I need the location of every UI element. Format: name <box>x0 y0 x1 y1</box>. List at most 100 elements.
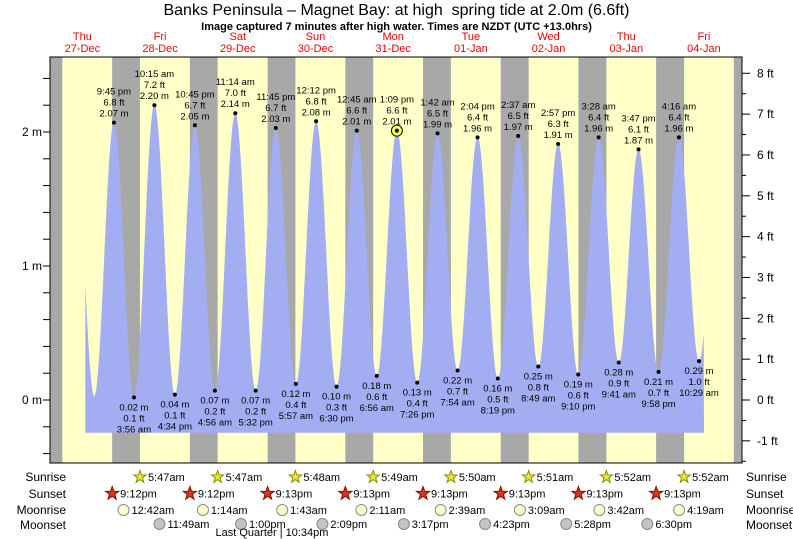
sunset-icon <box>104 484 121 501</box>
sunset-icon <box>181 484 198 501</box>
moonrise-time: 1:14am <box>211 505 248 517</box>
day-label-date: 29-Dec <box>220 43 256 55</box>
day-label-date: 03-Jan <box>609 43 643 55</box>
tide-extreme-dot <box>536 364 541 369</box>
day-label-date: 28-Dec <box>142 43 178 55</box>
low-tide-label: 0.5 ft <box>487 395 508 406</box>
tide-extreme-dot <box>131 395 136 400</box>
sunrise-icon <box>676 468 692 484</box>
moonrise-icon <box>593 504 606 516</box>
low-tide-label: 0.19 m <box>564 380 593 391</box>
moonrise-time: 2:39am <box>449 505 486 517</box>
right-axis-label: 6 ft <box>757 148 774 162</box>
day-label-dow: Thu <box>617 31 636 43</box>
day-label-dow: Mon <box>382 31 403 43</box>
day-label-dow: Thu <box>73 31 92 43</box>
sunrise-time: 5:52am <box>692 472 729 484</box>
moonrise-time: 4:19am <box>687 505 724 517</box>
high-tide-label: 7.2 ft <box>144 80 165 91</box>
tide-extreme-dot <box>334 384 339 389</box>
low-tide-label: 0.07 m <box>200 396 229 407</box>
tide-extreme-dot <box>394 128 399 133</box>
moonrise-icon <box>276 504 289 516</box>
moonrise-icon <box>117 504 130 516</box>
right-axis-label: -1 ft <box>757 434 778 448</box>
day-label-date: 31-Dec <box>375 43 411 55</box>
high-tide-label: 2:04 pm <box>460 101 494 112</box>
high-tide-label: 1:42 am <box>420 97 454 108</box>
moonset-icon <box>479 518 492 530</box>
sunrise-time: 5:47am <box>148 472 185 484</box>
sunset-time: 9:13pm <box>586 489 623 501</box>
low-tide-label: 0.16 m <box>483 384 512 395</box>
high-tide-label: 6.8 ft <box>306 96 327 107</box>
sunrise-icon <box>210 468 226 484</box>
moonrise-icon <box>673 504 686 516</box>
moonset-time: 11:49am <box>167 519 209 531</box>
low-tide-label: 0.4 ft <box>285 400 306 411</box>
high-tide-label: 1.96 m <box>664 123 693 134</box>
high-tide-label: 6.4 ft <box>467 112 488 123</box>
day-label-dow: Fri <box>154 31 167 43</box>
high-tide-label: 6.6 ft <box>386 106 407 117</box>
low-tide-label: 3:56 am <box>117 424 151 435</box>
day-label-dow: Wed <box>537 31 559 43</box>
sunset-row-label-left: Sunset <box>28 487 66 501</box>
night-band <box>733 57 742 463</box>
high-tide-label: 1.96 m <box>463 123 492 134</box>
right-axis-label: 4 ft <box>757 230 774 244</box>
tide-extreme-dot <box>374 373 379 378</box>
high-tide-label: 2.05 m <box>180 111 209 122</box>
high-tide-label: 9:45 pm <box>97 87 131 98</box>
moonset-icon <box>641 518 654 530</box>
low-tide-label: 0.9 ft <box>608 378 629 389</box>
day-label-date: 27-Dec <box>65 43 101 55</box>
high-tide-label: 6.7 ft <box>184 100 205 111</box>
high-tide-label: 2.07 m <box>99 109 128 120</box>
sunrise-time: 5:48am <box>303 472 340 484</box>
moonrise-icon <box>513 504 526 516</box>
low-tide-label: 7:26 pm <box>400 410 434 421</box>
right-axis-label: 1 ft <box>757 352 774 366</box>
high-tide-label: 2.08 m <box>302 107 331 118</box>
high-tide-label: 1.91 m <box>544 130 573 141</box>
night-band <box>50 57 63 463</box>
low-tide-label: 6:56 am <box>360 403 394 414</box>
tide-extreme-dot <box>111 120 116 125</box>
moonrise-time: 12:42am <box>131 505 174 517</box>
low-tide-label: 0.13 m <box>403 388 432 399</box>
tide-extreme-dot <box>697 359 702 364</box>
day-label-date: 30-Dec <box>298 43 334 55</box>
high-tide-label: 11:14 am <box>216 77 255 88</box>
sunrise-icon <box>443 468 459 484</box>
high-tide-label: 7.0 ft <box>225 88 246 99</box>
high-tide-label: 12:12 pm <box>296 85 336 96</box>
low-tide-label: 5:57 am <box>279 411 313 422</box>
low-tide-label: 4:56 am <box>198 418 232 429</box>
sunrise-row-label-right: Sunrise <box>746 470 787 484</box>
moonset-time: 1:00pm <box>249 519 286 531</box>
high-tide-label: 6.8 ft <box>103 98 124 109</box>
right-axis-label: 8 ft <box>757 66 774 80</box>
tide-extreme-dot <box>576 372 581 377</box>
tide-extreme-dot <box>455 368 460 373</box>
moonset-time: 2:09pm <box>330 519 367 531</box>
tide-extreme-dot <box>415 380 420 385</box>
sunset-time: 9:12pm <box>198 489 235 501</box>
left-axis-label: 0 m <box>22 393 42 407</box>
right-axis-label: 2 ft <box>757 311 774 325</box>
sunrise-icon <box>287 468 304 484</box>
moonset-time: 5:28pm <box>574 519 611 531</box>
low-tide-label: 0.3 ft <box>326 403 347 414</box>
sunrise-icon <box>598 468 615 484</box>
low-tide-label: 0.6 ft <box>568 391 589 402</box>
low-tide-label: 4:34 pm <box>158 422 192 433</box>
high-tide-label: 6.5 ft <box>427 108 448 119</box>
tide-extreme-dot <box>253 388 258 393</box>
high-tide-label: 6.6 ft <box>346 106 367 117</box>
day-label-date: 02-Jan <box>532 43 566 55</box>
sunset-time: 9:13pm <box>664 489 701 501</box>
high-tide-label: 2:37 am <box>501 100 535 111</box>
low-tide-label: 0.7 ft <box>648 388 669 399</box>
